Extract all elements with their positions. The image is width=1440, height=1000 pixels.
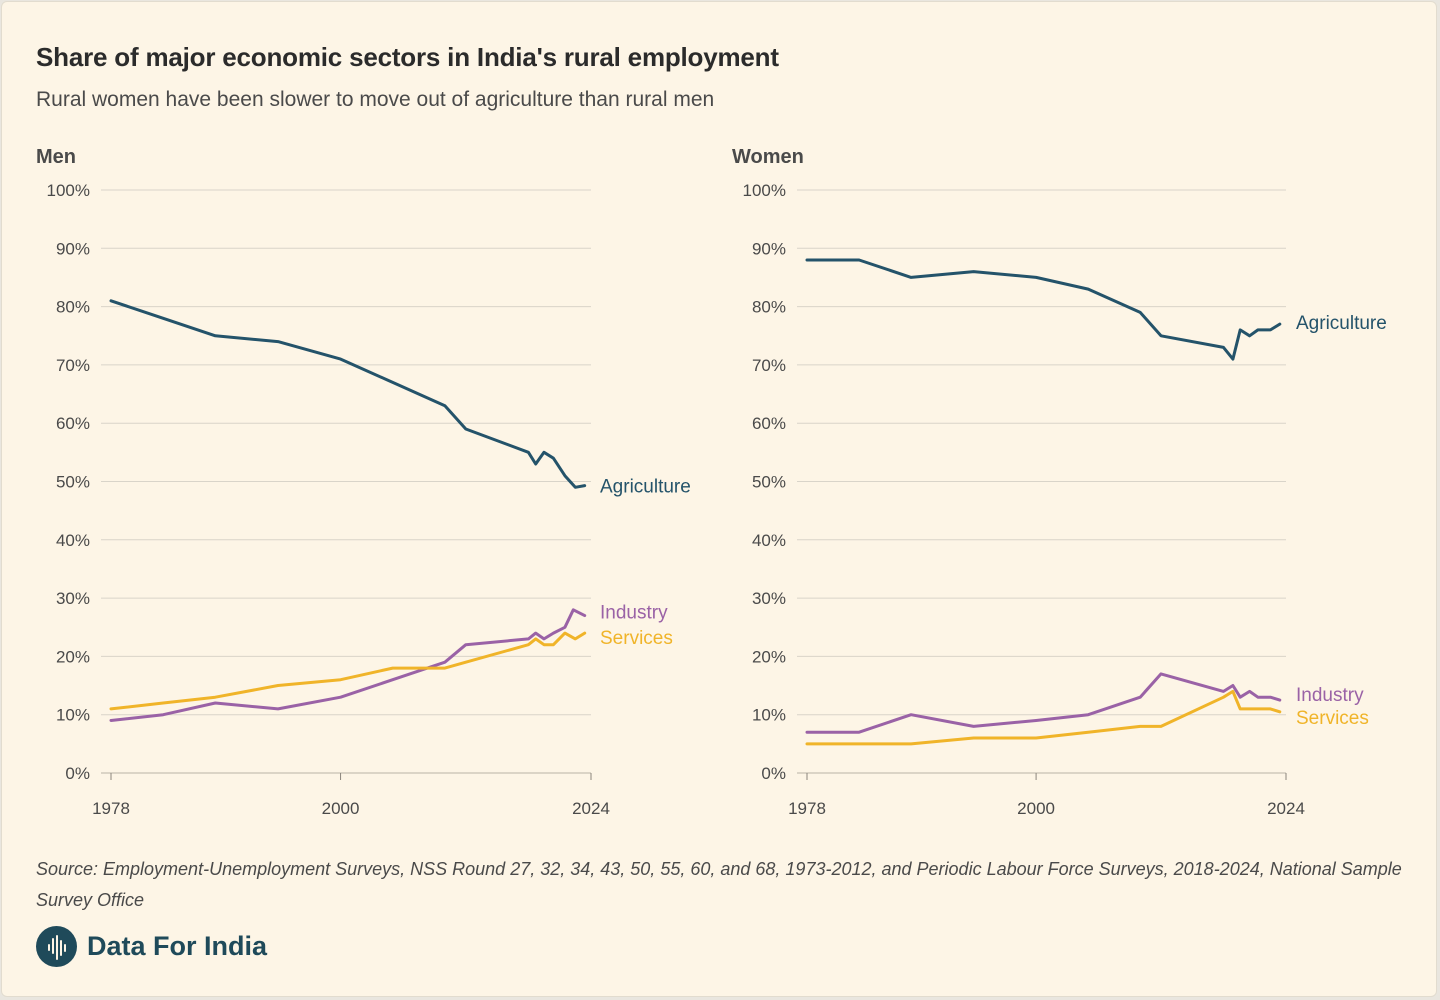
men-y-tick-label-80: 80% (56, 298, 90, 317)
women-y-tick-label-70: 70% (752, 356, 786, 375)
men-y-tick-label-20: 20% (56, 647, 90, 666)
men-panel-title: Men (36, 146, 76, 168)
women-industry-line (805, 672, 1282, 734)
india-map-logo-icon (36, 926, 77, 967)
women-agriculture-line (805, 258, 1282, 361)
logo-glyph (48, 935, 66, 960)
men-x-tick-label-1978: 1978 (92, 799, 130, 818)
brand-name: Data For India (87, 931, 268, 961)
women-y-tick-label-60: 60% (752, 414, 786, 433)
women-panel-title: Women (732, 146, 804, 168)
women-agriculture-label: Agriculture (1296, 313, 1387, 334)
women-x-tick-label-1978: 1978 (788, 799, 826, 818)
women-industry-label: Industry (1296, 685, 1364, 706)
women-y-tick-label-20: 20% (752, 647, 786, 666)
men-y-tick-label-90: 90% (56, 239, 90, 258)
men-y-tick-label-30: 30% (56, 589, 90, 608)
men-x-tick-label-2000: 2000 (322, 799, 360, 818)
men-y-tick-label-40: 40% (56, 531, 90, 550)
men-x-tick-label-2024: 2024 (572, 799, 610, 818)
men-services-label: Services (600, 628, 673, 649)
women-x-tick-label-2000: 2000 (1017, 799, 1055, 818)
women-y-tick-label-90: 90% (752, 239, 786, 258)
charts-svg: 0% 10% 20% 30% 40% 50% 60% 70% 80% 90% 100% 1978 200… (47, 181, 1387, 818)
men-y-tick-label-60: 60% (56, 414, 90, 433)
men-y-tick-label-70: 70% (56, 356, 90, 375)
men-industry-label: Industry (600, 603, 668, 624)
chart-title: Share of major economic sectors in India… (36, 42, 779, 72)
women-y-tick-label-30: 30% (752, 589, 786, 608)
women-services-label: Services (1296, 708, 1369, 729)
men-y-tick-label-0: 0% (65, 764, 90, 783)
source-note: Source: Employment-Unemployment Surveys,… (36, 859, 1402, 910)
women-y-tick-label-50: 50% (752, 473, 786, 492)
women-y-tick-label-0: 0% (761, 764, 786, 783)
brand[interactable]: Data For India (36, 926, 267, 967)
men-y-tick-label-50: 50% (56, 473, 90, 492)
women-y-tick-label-40: 40% (752, 531, 786, 550)
chart-subtitle: Rural women have been slower to move out… (36, 88, 715, 111)
women-y-tick-label-100: 100% (743, 181, 786, 200)
men-industry-line (109, 608, 587, 722)
women-y-tick-label-10: 10% (752, 706, 786, 725)
men-y-tick-label-100: 100% (47, 181, 90, 200)
men-services-line (109, 631, 587, 711)
men-agriculture-label: Agriculture (600, 477, 691, 498)
women-services-line (805, 689, 1282, 746)
women-x-tick-label-2024: 2024 (1267, 799, 1305, 818)
men-agriculture-line (109, 299, 587, 489)
women-y-tick-label-80: 80% (752, 298, 786, 317)
men-y-tick-label-10: 10% (56, 706, 90, 725)
